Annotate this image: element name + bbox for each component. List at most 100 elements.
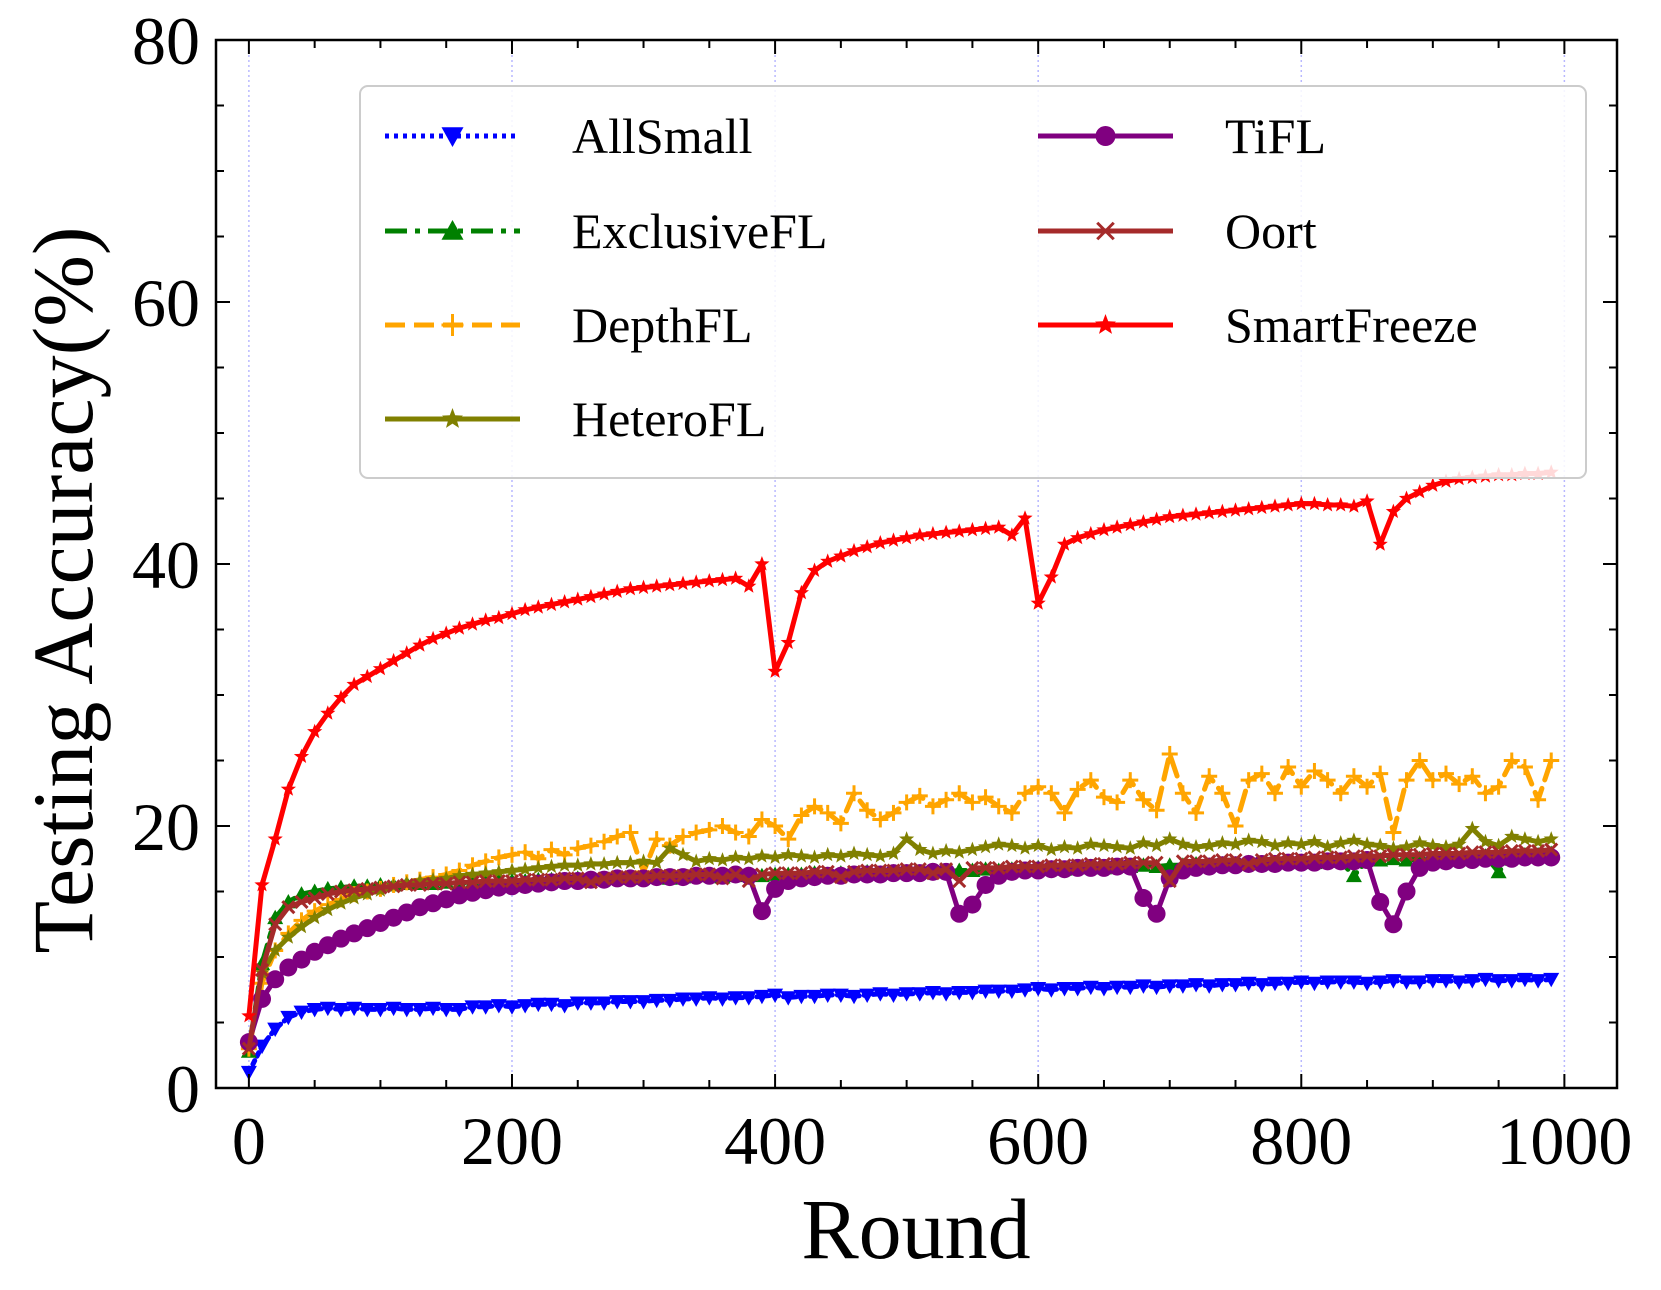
data-point-oort <box>1057 858 1072 873</box>
data-point-heterofl <box>464 866 481 881</box>
data-point-allsmall <box>1227 978 1244 993</box>
data-point-allsmall <box>924 985 941 1001</box>
data-point-oort <box>294 894 309 910</box>
data-point-smartfreeze <box>333 689 349 705</box>
data-point-heterofl <box>1359 836 1375 851</box>
data-point-oort-b <box>1412 847 1427 862</box>
data-point-depthfl <box>1398 772 1415 789</box>
data-point-allsmall <box>714 992 731 1007</box>
data-point-heterofl <box>1083 836 1099 851</box>
data-point-heterofl <box>1477 833 1494 849</box>
data-point-allsmall <box>293 1005 310 1021</box>
data-point-oort <box>1188 854 1204 869</box>
data-point-smartfreeze <box>1267 498 1283 513</box>
data-point-allsmall <box>1477 972 1494 988</box>
data-point-allsmall <box>240 1065 257 1081</box>
data-point-allsmall <box>1464 974 1481 989</box>
legend-marker-exclusivefl <box>441 220 464 240</box>
data-point-oort <box>241 1041 256 1056</box>
data-point-allsmall <box>346 1001 363 1017</box>
data-point-allsmall <box>1398 975 1415 990</box>
data-point-smartfreeze <box>780 634 796 650</box>
data-point-oort-b <box>425 876 441 891</box>
data-point-oort-b <box>1228 852 1243 868</box>
data-point-depthfl <box>1148 802 1165 819</box>
data-point-oort-b <box>820 864 835 879</box>
data-point-heterofl <box>583 856 599 871</box>
data-point-smartfreeze <box>820 553 836 568</box>
data-point-depthfl <box>727 824 744 841</box>
data-point-smartfreeze <box>425 630 441 646</box>
data-point-oort <box>1175 854 1190 869</box>
legend-entry-smartfreeze: SmartFreeze <box>1038 297 1478 353</box>
data-point-heterofl <box>596 856 612 871</box>
data-point-oort-b <box>1083 856 1098 872</box>
data-point-oort-b <box>991 860 1006 875</box>
data-point-smartfreeze <box>1241 501 1257 516</box>
data-point-heterofl <box>333 895 349 910</box>
data-point-heterofl <box>1464 820 1480 836</box>
data-point-oort <box>1149 855 1164 870</box>
data-point-smartfreeze <box>741 578 757 593</box>
data-point-oort-b <box>1136 855 1151 870</box>
legend-entry-depthfl: DepthFL <box>385 297 753 353</box>
data-point-smartfreeze <box>412 637 428 652</box>
data-point-smartfreeze <box>1385 503 1401 519</box>
legend-label-tifl: TiFL <box>1225 108 1326 164</box>
legend-entry-oort: Oort <box>1038 203 1317 259</box>
data-point-smartfreeze <box>451 620 467 635</box>
data-point-allsmall <box>517 999 534 1014</box>
data-point-depthfl <box>622 824 639 841</box>
data-point-oort <box>1438 846 1454 861</box>
data-point-oort-b <box>1202 854 1217 869</box>
y-tick-label: 60 <box>132 265 200 341</box>
data-point-heterofl <box>543 858 560 874</box>
data-point-heterofl <box>293 918 310 934</box>
data-point-depthfl <box>1161 745 1178 762</box>
data-point-oort <box>820 864 835 879</box>
data-point-smartfreeze <box>557 594 573 609</box>
data-point-oort <box>610 870 625 885</box>
data-point-oort-b <box>1123 855 1138 870</box>
data-point-depthfl <box>1280 759 1297 776</box>
data-point-depthfl <box>1437 765 1454 782</box>
data-point-allsmall <box>1017 983 1034 998</box>
legend-label-smartfreeze: SmartFreeze <box>1225 297 1478 353</box>
data-point-allsmall <box>332 1003 349 1018</box>
data-point-oort-b <box>412 877 427 893</box>
data-point-smartfreeze <box>1096 521 1112 537</box>
data-point-heterofl <box>557 857 573 872</box>
data-point-depthfl <box>924 798 941 815</box>
data-point-allsmall <box>859 988 876 1003</box>
data-point-smartfreeze <box>583 588 599 604</box>
data-point-smartfreeze <box>478 612 494 627</box>
data-point-allsmall <box>425 1001 442 1017</box>
legend-marker-smartfreeze <box>1095 314 1116 334</box>
data-point-oort-b <box>333 884 349 899</box>
data-point-heterofl <box>1004 837 1020 853</box>
x-tick-label: 800 <box>1250 1103 1352 1179</box>
data-point-allsmall <box>385 1001 402 1017</box>
data-point-oort <box>636 870 651 885</box>
data-point-depthfl <box>688 824 705 841</box>
data-point-depthfl <box>517 844 534 861</box>
data-point-oort <box>373 880 388 895</box>
data-point-smartfreeze <box>754 556 770 571</box>
data-point-oort <box>1544 842 1559 857</box>
data-point-smartfreeze <box>359 668 375 684</box>
data-point-oort <box>597 871 612 886</box>
data-point-oort-b <box>281 900 296 915</box>
data-point-heterofl <box>530 859 546 875</box>
data-point-depthfl <box>1227 818 1244 834</box>
data-point-depthfl <box>1306 762 1323 779</box>
data-point-oort <box>1281 851 1296 866</box>
data-point-heterofl <box>793 848 809 863</box>
data-point-smartfreeze <box>635 579 652 595</box>
data-point-oort-b <box>1110 856 1125 872</box>
data-point-smartfreeze <box>530 599 546 614</box>
data-point-allsmall <box>688 992 705 1007</box>
data-point-allsmall <box>622 995 639 1010</box>
data-point-allsmall <box>411 1003 428 1018</box>
data-point-heterofl <box>1201 837 1217 853</box>
